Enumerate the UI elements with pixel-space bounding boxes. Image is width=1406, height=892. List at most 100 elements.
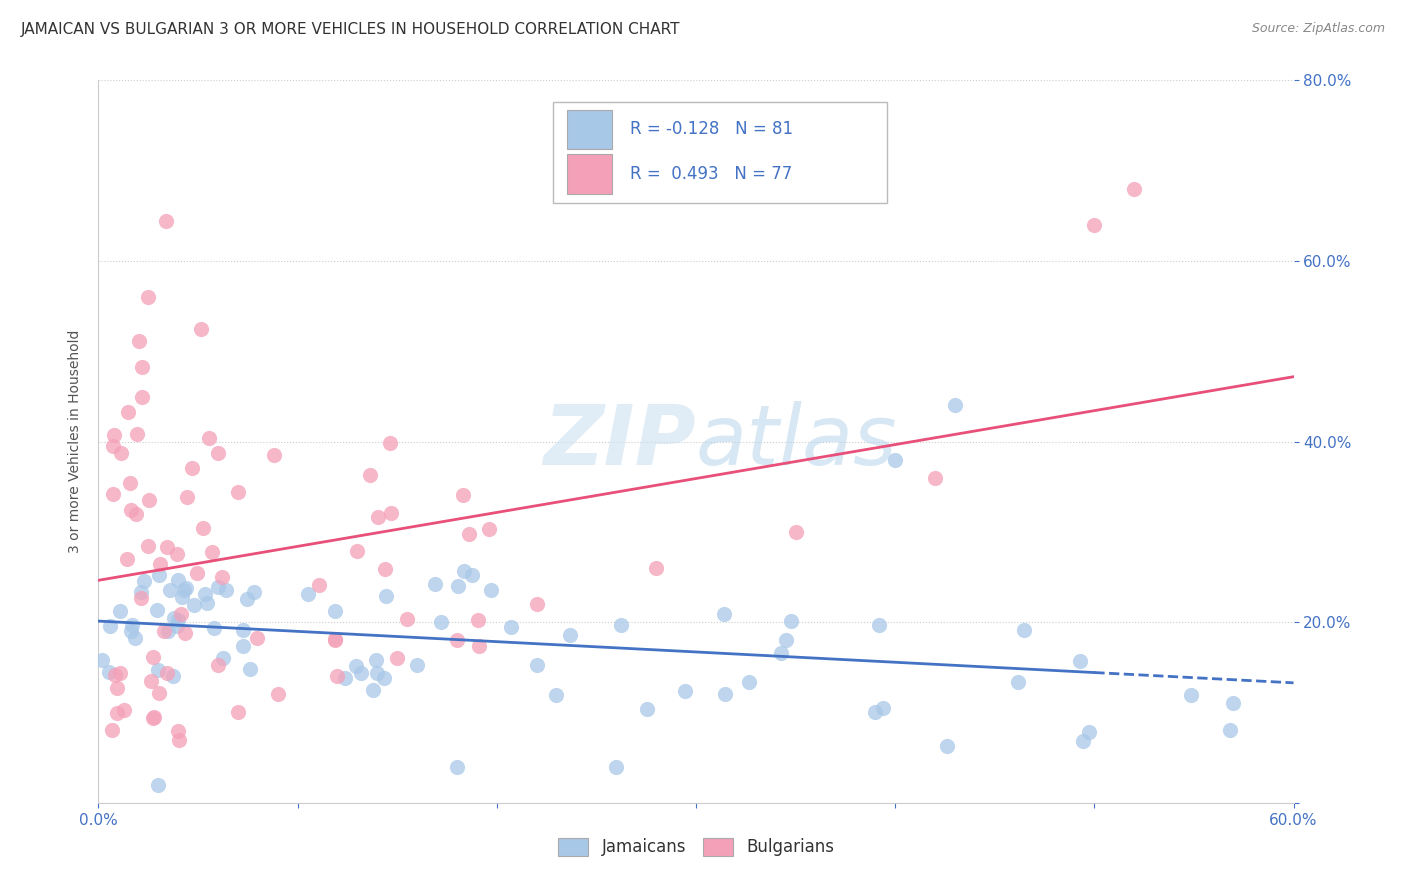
Point	[785, 524, 807, 539]
Point	[364, 653, 387, 667]
Point	[207, 658, 229, 673]
Point	[129, 585, 152, 599]
Point	[141, 673, 163, 688]
Point	[423, 576, 446, 591]
Point	[98, 619, 121, 633]
Point	[713, 607, 735, 621]
Point	[91, 653, 114, 667]
Point	[136, 290, 159, 304]
Point	[367, 510, 389, 524]
Point	[453, 488, 475, 502]
Point	[1123, 182, 1146, 196]
Point	[120, 475, 142, 490]
Point	[526, 657, 548, 672]
Point	[195, 596, 218, 610]
Text: R = -0.128   N = 81: R = -0.128 N = 81	[630, 120, 793, 138]
Point	[373, 671, 395, 685]
Point	[108, 604, 131, 618]
Point	[120, 503, 142, 517]
Point	[134, 574, 156, 589]
Point	[645, 561, 668, 575]
Point	[446, 633, 468, 648]
Point	[610, 618, 633, 632]
Point	[1071, 733, 1094, 747]
Point	[194, 587, 217, 601]
Point	[166, 547, 188, 561]
Point	[105, 706, 128, 720]
Point	[129, 591, 152, 605]
Point	[211, 651, 233, 665]
Point	[478, 522, 501, 536]
Point	[943, 398, 966, 412]
Point	[526, 597, 548, 611]
Point	[183, 598, 205, 612]
Point	[350, 665, 373, 680]
Point	[346, 543, 368, 558]
Point	[396, 612, 419, 626]
Point	[366, 666, 388, 681]
Point	[323, 632, 346, 647]
Point	[406, 658, 429, 673]
Point	[207, 580, 229, 594]
Point	[138, 493, 160, 508]
Point	[775, 633, 797, 648]
Point	[136, 539, 159, 553]
Point	[155, 214, 177, 228]
Point	[453, 564, 475, 578]
Point	[374, 589, 396, 603]
Point	[163, 610, 186, 624]
Point	[103, 439, 125, 453]
Point	[110, 665, 132, 680]
Point	[374, 562, 396, 576]
Point	[1077, 724, 1099, 739]
Point	[174, 581, 197, 595]
Point	[605, 760, 627, 774]
Point	[124, 631, 146, 645]
Point	[297, 587, 319, 601]
Point	[246, 631, 269, 645]
Point	[884, 452, 907, 467]
Point	[145, 603, 167, 617]
Point	[780, 614, 803, 628]
Point	[636, 701, 658, 715]
Text: Source: ZipAtlas.com: Source: ZipAtlas.com	[1251, 22, 1385, 36]
Point	[167, 573, 190, 587]
Text: ZIP: ZIP	[543, 401, 696, 482]
Point	[198, 431, 221, 445]
Point	[149, 557, 172, 571]
Text: atlas: atlas	[696, 401, 897, 482]
Point	[142, 711, 165, 725]
Point	[100, 723, 122, 738]
Point	[101, 487, 124, 501]
Point	[121, 617, 143, 632]
Point	[148, 567, 170, 582]
Point	[232, 623, 254, 637]
Point	[148, 686, 170, 700]
Point	[148, 778, 170, 792]
Point	[446, 760, 468, 774]
Point	[558, 627, 581, 641]
Legend: Jamaicans, Bulgarians: Jamaicans, Bulgarians	[551, 831, 841, 863]
Point	[1083, 218, 1105, 232]
Point	[186, 566, 208, 580]
Point	[1222, 696, 1244, 710]
Point	[865, 705, 887, 719]
Point	[207, 446, 229, 460]
Point	[924, 471, 946, 485]
Point	[385, 651, 409, 665]
Point	[127, 427, 149, 442]
Point	[308, 578, 330, 592]
Point	[170, 591, 193, 605]
Point	[167, 613, 190, 627]
FancyBboxPatch shape	[553, 102, 887, 203]
Point	[378, 436, 401, 450]
Point	[1014, 623, 1036, 637]
Point	[344, 659, 367, 673]
Point	[173, 626, 195, 640]
Point	[457, 527, 479, 541]
Point	[713, 687, 735, 701]
Point	[162, 668, 184, 682]
FancyBboxPatch shape	[567, 110, 613, 149]
Point	[936, 739, 959, 753]
Point	[232, 640, 254, 654]
